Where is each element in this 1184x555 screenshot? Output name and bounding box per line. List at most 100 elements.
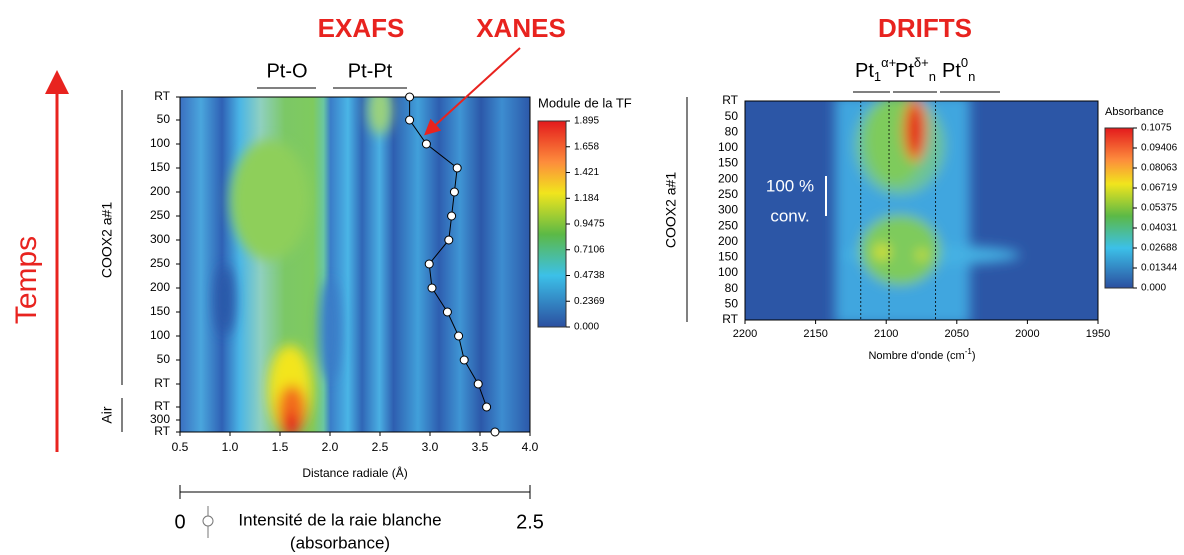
xanes-point <box>424 259 434 269</box>
xanes-point <box>421 139 431 149</box>
species-base: Pt <box>942 60 961 82</box>
x-tick-label: 4.0 <box>522 440 539 454</box>
xanes-point <box>473 379 483 389</box>
y-tick-label: 300 <box>718 203 738 217</box>
y-tick-label: 80 <box>725 124 739 138</box>
colorbar-tick-label: 0.9475 <box>574 219 605 230</box>
y-tick-label: 150 <box>150 304 170 318</box>
x-tick-label: 2000 <box>1015 328 1039 340</box>
drifts-frame <box>744 100 1099 321</box>
colorbar-tick-label: 0.06719 <box>1141 183 1178 194</box>
xanes-point <box>459 355 469 365</box>
colorbar-tick-label: 1.184 <box>574 193 599 204</box>
drifts-title: DRIFTS <box>878 13 972 43</box>
colorbar <box>537 120 567 328</box>
y-tick-label: 100 <box>718 265 738 279</box>
colorbar-title: Absorbance <box>1105 106 1164 118</box>
species-label: Ptδ+n <box>895 55 936 84</box>
x-tick-label: 3.0 <box>422 440 439 454</box>
y-tick-label: 200 <box>718 234 738 248</box>
x-axis-title: Distance radiale (Å) <box>302 465 407 480</box>
drifts-map <box>745 101 1098 320</box>
y-tick-label: 250 <box>150 208 170 222</box>
colorbar-tick-label: 0.1075 <box>1141 123 1172 134</box>
y-tick-label: 300 <box>150 232 170 246</box>
y-tick-label: RT <box>154 424 170 438</box>
y-tick-label: 50 <box>157 112 171 126</box>
colorbar-tick-label: 0.000 <box>574 322 599 333</box>
species-label: Pt1α+ <box>855 55 896 84</box>
colorbar-tick-label: 0.4738 <box>574 270 605 281</box>
x-tick-label: 0.5 <box>172 440 189 454</box>
y-tick-label: 80 <box>725 281 739 295</box>
species-sup: α+ <box>881 55 896 70</box>
xanes-point <box>447 211 457 221</box>
y-tick-label: RT <box>722 93 738 107</box>
y-tick-label: RT <box>154 399 170 413</box>
time-label: Temps <box>10 236 43 324</box>
colorbar-tick-label: 0.01344 <box>1141 263 1178 274</box>
colorbar-tick-label: 0.02688 <box>1141 243 1178 254</box>
conv-label: conv. <box>770 206 809 225</box>
exafs-title: EXAFS <box>318 13 405 43</box>
intensity-scale <box>179 485 531 538</box>
colorbar-tick-label: 0.7106 <box>574 244 605 255</box>
xanes-point <box>490 427 500 437</box>
x-axis-title-part: ) <box>972 350 976 362</box>
species-base: Pt <box>855 60 874 82</box>
x-axis-title: Nombre d'onde (cm-1) <box>868 347 975 362</box>
species-sub: 1 <box>874 69 881 84</box>
colorbar-tick-label: 1.658 <box>574 141 599 152</box>
y-tick-label: 50 <box>725 297 739 311</box>
y-tick-label: 50 <box>725 109 739 123</box>
group-label: COOX2 a#1 <box>99 202 115 278</box>
species-sub: n <box>968 69 975 84</box>
x-tick-label: 2.0 <box>322 440 339 454</box>
colorbar-tick-label: 0.08063 <box>1141 163 1178 174</box>
x-tick-label: 1950 <box>1086 328 1110 340</box>
y-tick-label: 250 <box>718 187 738 201</box>
colorbar-tick-label: 0.2369 <box>574 296 605 307</box>
y-tick-label: 250 <box>718 218 738 232</box>
xanes-point <box>405 115 415 125</box>
scale-title: (absorbance) <box>290 533 390 552</box>
species-sub: n <box>929 69 936 84</box>
y-tick-label: 50 <box>157 352 171 366</box>
colorbar-tick-label: 1.421 <box>574 167 599 178</box>
conv-label: 100 % <box>766 176 814 195</box>
y-tick-label: 100 <box>150 136 170 150</box>
xanes-title: XANES <box>476 13 566 43</box>
peak-label: Pt-O <box>266 60 307 82</box>
y-tick-label: RT <box>722 312 738 326</box>
y-tick-label: 150 <box>150 160 170 174</box>
x-tick-label: 2.5 <box>372 440 389 454</box>
xanes-point <box>427 283 437 293</box>
x-tick-label: 1.5 <box>272 440 289 454</box>
scale-tick-label: 2.5 <box>516 511 544 533</box>
x-tick-label: 2050 <box>945 328 969 340</box>
peak-label: Pt-Pt <box>348 60 393 82</box>
xanes-point <box>444 235 454 245</box>
y-tick-label: 250 <box>150 256 170 270</box>
exafs-map <box>180 97 530 432</box>
species-sup: 0 <box>961 55 968 70</box>
x-tick-label: 1.0 <box>222 440 239 454</box>
xanes-point <box>482 402 492 412</box>
x-tick-label: 3.5 <box>472 440 489 454</box>
scale-title: Intensité de la raie blanche <box>238 510 441 529</box>
y-tick-label: 150 <box>718 250 738 264</box>
group-label: COOX2 a#1 <box>663 172 679 248</box>
xanes-point <box>449 187 459 197</box>
x-tick-label: 2200 <box>733 328 757 340</box>
colorbar-title: Module de la TF <box>538 95 632 110</box>
xanes-arrow <box>424 47 521 136</box>
x-axis-title-part: -1 <box>965 347 973 356</box>
species-label: Pt0n <box>942 55 975 84</box>
colorbar-tick-label: 1.895 <box>574 116 599 127</box>
species-sup: δ+ <box>914 55 929 70</box>
colorbar-tick-label: 0.09406 <box>1141 143 1178 154</box>
colorbar-tick-label: 0.000 <box>1141 283 1166 294</box>
y-tick-label: 300 <box>150 412 170 426</box>
xanes-point <box>442 307 452 317</box>
